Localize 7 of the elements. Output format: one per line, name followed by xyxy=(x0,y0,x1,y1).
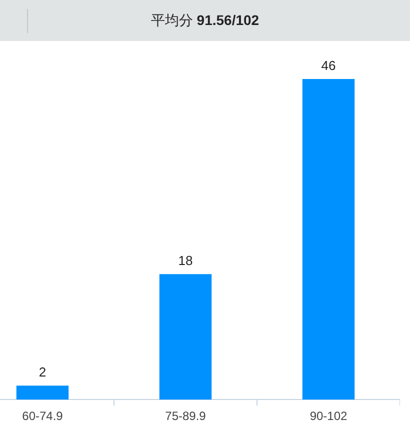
chart-title: 平均分 91.56/102 xyxy=(0,0,410,41)
data-label: 2 xyxy=(38,364,46,380)
data-label: 46 xyxy=(321,58,336,74)
x-tick-label: 90-102 xyxy=(310,409,348,424)
x-tick-label: 60-74.9 xyxy=(22,409,64,424)
x-tick-label: 75-89.9 xyxy=(165,409,206,424)
data-label: 18 xyxy=(178,253,193,268)
